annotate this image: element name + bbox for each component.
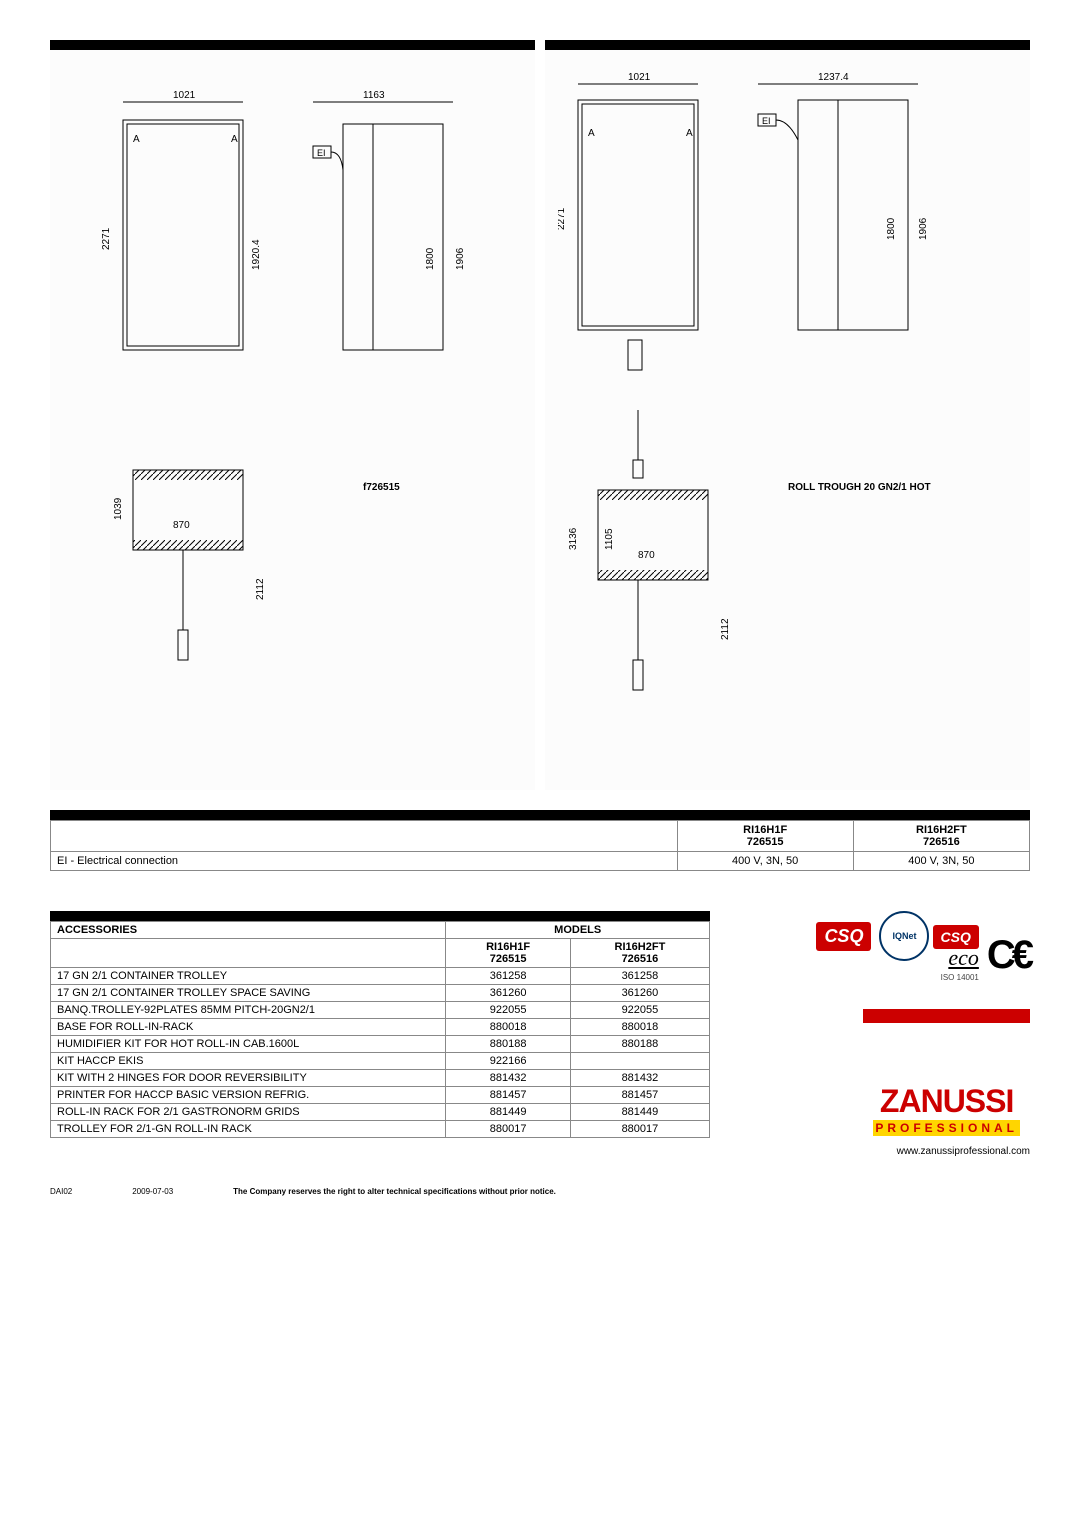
acc-row-val: 880017 xyxy=(570,1121,709,1138)
accessories-table: ACCESSORIES MODELS RI16H1F 726515 RI16H2… xyxy=(50,921,710,1138)
dim-base-total: 2112 xyxy=(255,578,266,600)
iso-label: ISO 14001 xyxy=(941,973,979,982)
acc-row-label: 17 GN 2/1 CONTAINER TROLLEY xyxy=(51,968,446,985)
spec-model-0: RI16H1F 726515 xyxy=(677,821,853,852)
brand-url: www.zanussiprofessional.com xyxy=(740,1146,1030,1157)
acc-row-val: 922055 xyxy=(446,1002,570,1019)
svg-text:EI: EI xyxy=(762,116,771,126)
acc-row-val: 880017 xyxy=(446,1121,570,1138)
acc-row-val: 880188 xyxy=(446,1036,570,1053)
acc-model-1: RI16H2FT 726516 xyxy=(570,939,709,968)
page-footer: DAI02 2009-07-03 The Company reserves th… xyxy=(50,1187,1030,1196)
svg-text:EI: EI xyxy=(317,148,326,158)
spec-row-val: 400 V, 3N, 50 xyxy=(853,852,1029,871)
spec-table: RI16H1F 726515 RI16H2FT 726516 EI - Elec… xyxy=(50,820,1030,871)
diagram-right-svg: 1021 A A 2271 1237.4 EI 1800 1906 xyxy=(558,70,1018,770)
acc-header: ACCESSORIES xyxy=(51,922,446,939)
brand-box: ZANUSSI PROFESSIONAL xyxy=(863,1009,1030,1142)
acc-row-label: BASE FOR ROLL-IN-RACK xyxy=(51,1019,446,1036)
spec-table-wrap: RI16H1F 726515 RI16H2FT 726516 EI - Elec… xyxy=(50,810,1030,871)
acc-row-val xyxy=(570,1053,709,1070)
acc-row-val: 881449 xyxy=(446,1104,570,1121)
acc-row-label: ROLL-IN RACK FOR 2/1 GASTRONORM GRIDS xyxy=(51,1104,446,1121)
acc-row-label: TROLLEY FOR 2/1-GN ROLL-IN RACK xyxy=(51,1121,446,1138)
dim-r-h1: 1800 xyxy=(886,217,897,240)
footer-date: 2009-07-03 xyxy=(132,1187,173,1196)
brand-sub: PROFESSIONAL xyxy=(873,1120,1020,1136)
svg-text:A: A xyxy=(686,128,693,139)
acc-row-val: 361260 xyxy=(446,985,570,1002)
dim-h-inner: 1920.4 xyxy=(251,239,262,270)
acc-row-val: 881432 xyxy=(446,1070,570,1087)
acc-row-val: 361260 xyxy=(570,985,709,1002)
footer-code: DAI02 xyxy=(50,1187,72,1196)
dim-base-w: 870 xyxy=(173,520,190,531)
svg-text:A: A xyxy=(588,128,595,139)
acc-row-label: 17 GN 2/1 CONTAINER TROLLEY SPACE SAVING xyxy=(51,985,446,1002)
acc-row-val: 922055 xyxy=(570,1002,709,1019)
dim-r-h2: 1906 xyxy=(918,217,929,240)
acc-row-val: 881449 xyxy=(570,1104,709,1121)
acc-model-0: RI16H1F 726515 xyxy=(446,939,570,968)
dim-h-side1: 1800 xyxy=(425,247,436,270)
accessories-section: ACCESSORIES MODELS RI16H1F 726515 RI16H2… xyxy=(50,911,710,1138)
spec-model-1: RI16H2FT 726516 xyxy=(853,821,1029,852)
csq-logo: CSQ xyxy=(816,922,871,951)
acc-row-val: 361258 xyxy=(446,968,570,985)
acc-row-label: PRINTER FOR HACCP BASIC VERSION REFRIG. xyxy=(51,1087,446,1104)
acc-row-val: 881457 xyxy=(446,1087,570,1104)
dim-r-hfront: 2271 xyxy=(558,207,567,230)
dim-r-wside: 1237.4 xyxy=(818,72,849,83)
acc-row-label: KIT WITH 2 HINGES FOR DOOR REVERSIBILITY xyxy=(51,1070,446,1087)
eco-logo: eco xyxy=(948,945,979,970)
dim-r-baseh: 1105 xyxy=(604,528,615,550)
diagram-left-svg: 1021 A A 2271 1920.4 1163 EI 1800 1906 xyxy=(83,70,503,770)
acc-row-label: BANQ.TROLLEY-92PLATES 85MM PITCH-20GN2/1 xyxy=(51,1002,446,1019)
acc-row-label: HUMIDIFIER KIT FOR HOT ROLL-IN CAB.1600L xyxy=(51,1036,446,1053)
diagram-left-panel: 1021 A A 2271 1920.4 1163 EI 1800 1906 xyxy=(50,40,535,790)
dim-r-wtop: 1021 xyxy=(628,72,651,83)
acc-row-val: 880188 xyxy=(570,1036,709,1053)
acc-models-header: MODELS xyxy=(446,922,710,939)
diagram-right-panel: 1021 A A 2271 1237.4 EI 1800 1906 xyxy=(545,40,1030,790)
acc-row-val: 881457 xyxy=(570,1087,709,1104)
label-a1: A xyxy=(133,134,140,145)
label-a2: A xyxy=(231,134,238,145)
dim-r-basew: 870 xyxy=(638,550,655,561)
brand-name: ZANUSSI xyxy=(873,1083,1020,1120)
acc-row-val: 880018 xyxy=(570,1019,709,1036)
dim-w-side: 1163 xyxy=(363,90,385,101)
acc-row-val: 881432 xyxy=(570,1070,709,1087)
footer-disclaimer: The Company reserves the right to alter … xyxy=(233,1187,556,1196)
model-label-left: f726515 xyxy=(363,482,400,493)
acc-row-val: 880018 xyxy=(446,1019,570,1036)
dim-w-top: 1021 xyxy=(173,90,196,101)
dim-r-btotal: 2112 xyxy=(720,618,731,640)
iqnet-logo: IQNet xyxy=(879,911,929,961)
dim-base-h: 1039 xyxy=(113,497,124,520)
acc-row-label: KIT HACCP EKIS xyxy=(51,1053,446,1070)
spec-row-val: 400 V, 3N, 50 xyxy=(677,852,853,871)
dim-h-side2: 1906 xyxy=(455,247,466,270)
certification-logos: CSQ IQNet CSQ eco ISO 14001 C€ ZANUSSI P… xyxy=(740,911,1030,1157)
diagram-right-title: ROLL TROUGH 20 GN2/1 HOT xyxy=(788,482,931,493)
acc-row-val: 361258 xyxy=(570,968,709,985)
dim-h-front: 2271 xyxy=(101,227,112,250)
dim-r-stack: 3136 xyxy=(568,527,579,550)
ce-mark: C€ xyxy=(987,933,1030,978)
acc-row-val: 922166 xyxy=(446,1053,570,1070)
technical-diagrams: 1021 A A 2271 1920.4 1163 EI 1800 1906 xyxy=(50,40,1030,790)
spec-row-label: EI - Electrical connection xyxy=(51,852,678,871)
